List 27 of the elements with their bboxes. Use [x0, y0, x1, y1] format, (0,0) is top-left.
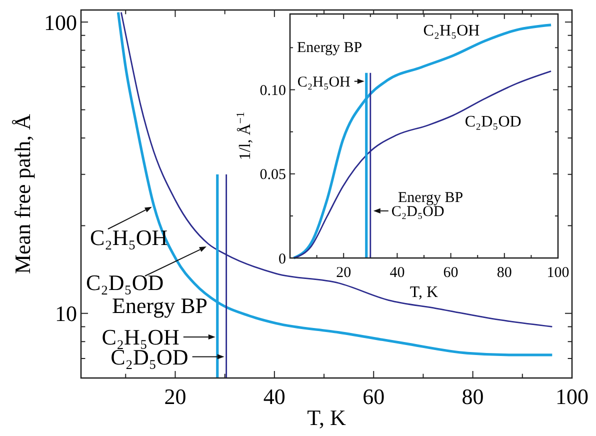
- y-tick-label: 0.10: [260, 82, 286, 99]
- x-tick-label: 40: [263, 384, 286, 409]
- annotation: Energy BP: [297, 40, 362, 56]
- x-tick-label: 40: [390, 265, 405, 281]
- x-tick-label: 80: [496, 265, 512, 281]
- series-label: C₂H₅OH: [423, 22, 480, 40]
- line-series: [293, 70, 552, 259]
- x-tick-label: 60: [443, 265, 458, 281]
- annotation: Energy BP: [112, 293, 208, 318]
- x-tick-label: 100: [546, 265, 570, 281]
- series-label: C₂D₅OD: [464, 114, 522, 131]
- annotation: C₂D₅OD: [391, 204, 445, 220]
- annotation: C₂D₅OD: [86, 270, 164, 295]
- x-axis-title: T, K: [307, 405, 346, 430]
- line-series: [292, 24, 552, 260]
- x-tick-label: 60: [362, 384, 385, 409]
- x-tick-label: 80: [462, 384, 484, 409]
- y-tick-label: 0.05: [260, 167, 286, 184]
- y-tick-label: 0: [278, 251, 286, 268]
- x-axis-title: T, K: [410, 284, 439, 301]
- x-tick-label: 100: [556, 384, 588, 409]
- x-tick-label: 20: [164, 384, 186, 409]
- annotation: Energy BP: [398, 190, 464, 206]
- annotation: C₂H₅OH: [297, 74, 351, 91]
- x-tick-label: 20: [336, 265, 352, 281]
- y-tick-label: 10: [55, 301, 77, 326]
- y-axis-title: Mean free path, Å: [10, 114, 35, 274]
